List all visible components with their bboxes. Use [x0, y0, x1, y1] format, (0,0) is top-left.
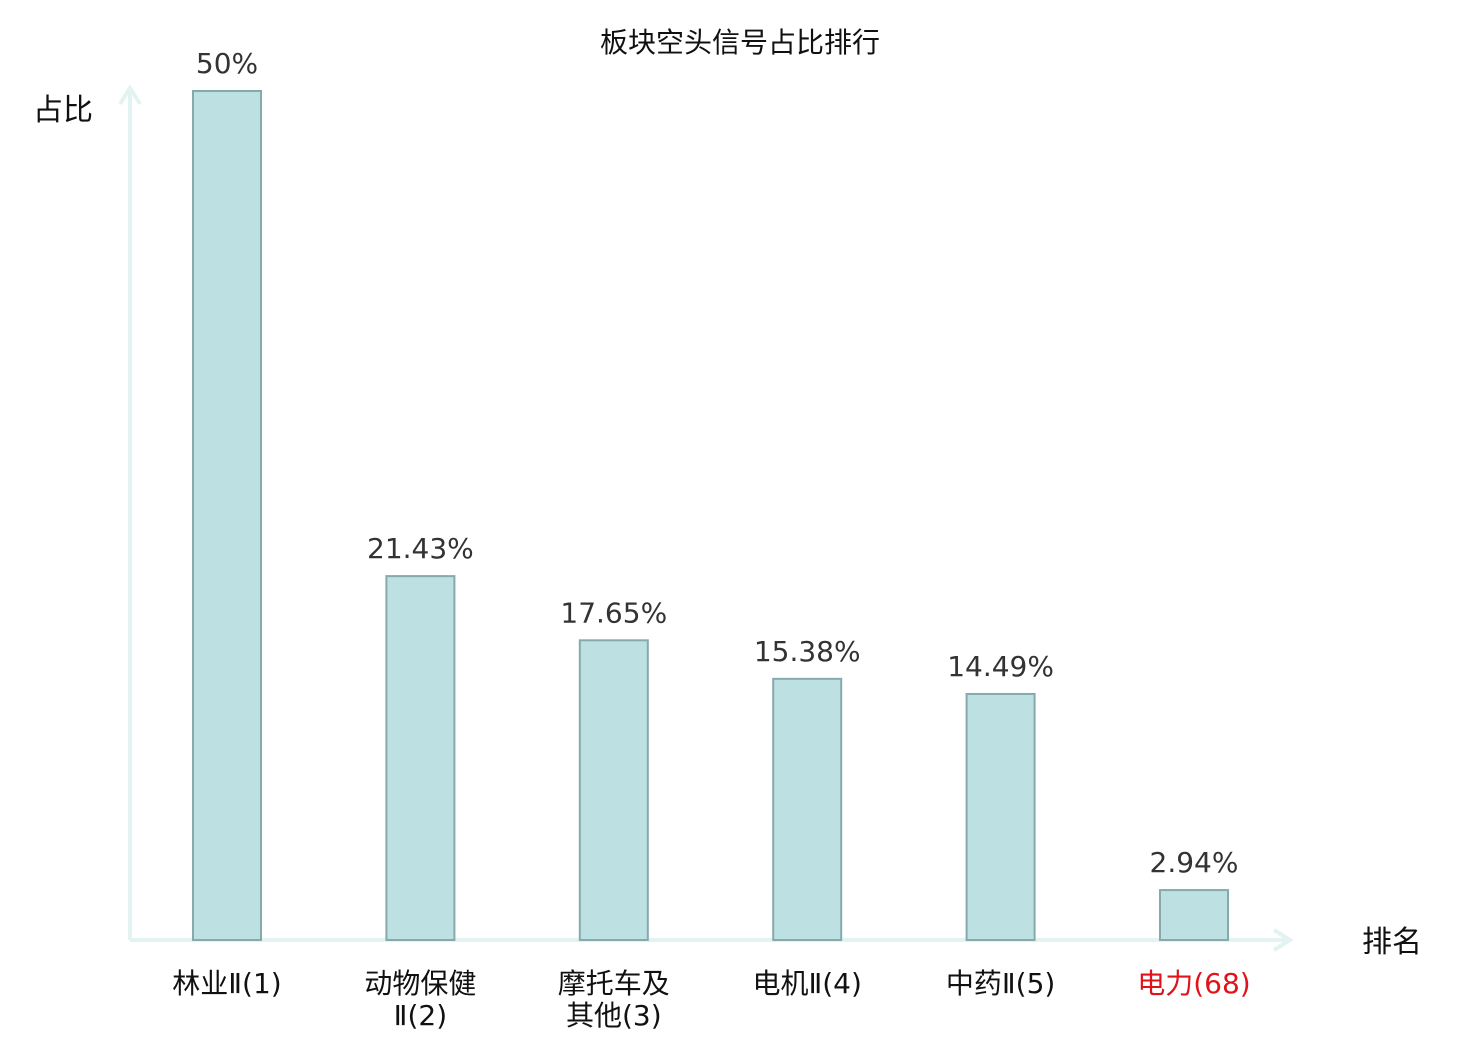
category-label-4: 电机Ⅱ(4) [752, 967, 861, 1000]
y-axis-arrow [118, 84, 142, 106]
category-label-3: 摩托车及其他(3) [558, 967, 670, 1032]
value-label-5: 14.49% [947, 650, 1054, 683]
value-label-3: 17.65% [560, 596, 667, 629]
value-label-2: 21.43% [367, 532, 474, 565]
category-label-2-line-2: Ⅱ(2) [394, 999, 447, 1032]
bars [192, 90, 1229, 941]
value-label-6: 2.94% [1150, 846, 1239, 879]
category-label-2: 动物保健 Ⅱ(2) [364, 967, 476, 1032]
axes [118, 84, 1294, 952]
category-label-1-line-1: 林业Ⅱ(1) [172, 967, 281, 1000]
bar-2 [385, 575, 456, 941]
bar-5 [965, 692, 1036, 941]
value-label-1: 50% [196, 47, 258, 80]
bar-4 [772, 677, 843, 941]
category-label-5-line-1: 中药Ⅱ(5) [946, 967, 1055, 1000]
category-label-6: 电力(68) [1137, 967, 1250, 1000]
category-labels: 林业Ⅱ(1) 动物保健 Ⅱ(2) 摩托车及其他(3) 电机Ⅱ(4) 中药Ⅱ(5) 电力(68… [172, 967, 1250, 1032]
value-label-4: 15.38% [754, 635, 861, 668]
category-label-2-line-1: 动物保健 [364, 967, 476, 1000]
value-labels: 50% 21.43% 17.65% 15.38% 14.49% 2.94% [196, 47, 1239, 879]
category-label-3-line-1: 摩托车及 [558, 967, 670, 1000]
category-label-1: 林业Ⅱ(1) [172, 967, 281, 1000]
bar-6 [1159, 889, 1229, 941]
chart-title: 板块空头信号占比排行 [600, 26, 880, 59]
x-axis-arrow [1272, 928, 1294, 952]
category-label-6-line-1: 电力(68) [1137, 967, 1250, 1000]
bar-3 [578, 639, 649, 941]
category-label-5: 中药Ⅱ(5) [946, 967, 1055, 1000]
x-axis-label: 排名 [1362, 925, 1422, 960]
bar-1 [192, 90, 262, 941]
y-axis-label: 占比 [33, 93, 93, 128]
category-label-4-line-1: 电机Ⅱ(4) [752, 967, 861, 1000]
category-label-3-line-2: 其他(3) [566, 999, 662, 1032]
